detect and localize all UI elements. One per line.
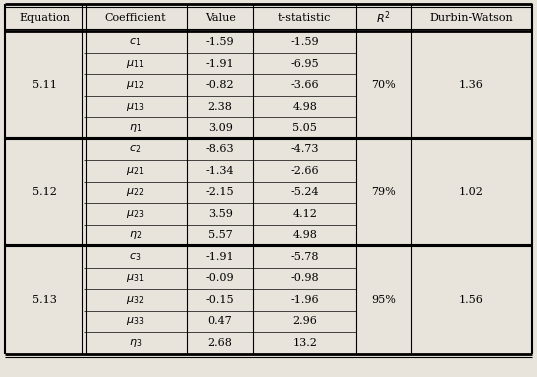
Text: $\mu_{22}$: $\mu_{22}$: [126, 187, 144, 198]
Text: $\eta_2$: $\eta_2$: [129, 230, 142, 241]
Text: 79%: 79%: [371, 187, 396, 198]
Text: 2.96: 2.96: [292, 316, 317, 326]
Text: -2.15: -2.15: [206, 187, 235, 198]
Text: 95%: 95%: [371, 295, 396, 305]
Text: 5.13: 5.13: [32, 295, 57, 305]
Text: $\mu_{32}$: $\mu_{32}$: [126, 294, 144, 306]
Text: $\mu_{31}$: $\mu_{31}$: [126, 273, 144, 284]
Text: -0.98: -0.98: [291, 273, 319, 284]
Text: $\mu_{13}$: $\mu_{13}$: [126, 101, 144, 112]
Text: Durbin-Watson: Durbin-Watson: [429, 12, 513, 23]
Text: 5.12: 5.12: [32, 187, 57, 198]
Text: 70%: 70%: [371, 80, 396, 90]
Text: $c_1$: $c_1$: [129, 36, 142, 48]
Text: $c_3$: $c_3$: [129, 251, 142, 263]
Text: 4.98: 4.98: [292, 230, 317, 241]
Text: $\mu_{23}$: $\mu_{23}$: [126, 208, 144, 220]
Text: t-statistic: t-statistic: [278, 12, 331, 23]
Text: 4.98: 4.98: [292, 101, 317, 112]
Text: 0.47: 0.47: [208, 316, 233, 326]
Text: 1.02: 1.02: [459, 187, 484, 198]
Text: -6.95: -6.95: [291, 58, 319, 69]
Text: $\mu_{21}$: $\mu_{21}$: [126, 165, 144, 177]
Text: -5.24: -5.24: [291, 187, 319, 198]
Text: 4.12: 4.12: [292, 209, 317, 219]
Text: $c_2$: $c_2$: [129, 144, 142, 155]
Text: $\mu_{12}$: $\mu_{12}$: [126, 79, 144, 91]
Text: 1.36: 1.36: [459, 80, 484, 90]
Text: $\mu_{33}$: $\mu_{33}$: [126, 316, 144, 327]
Text: 2.68: 2.68: [208, 338, 233, 348]
Text: -0.15: -0.15: [206, 295, 235, 305]
Text: 5.57: 5.57: [208, 230, 233, 241]
Text: 1.56: 1.56: [459, 295, 484, 305]
Text: -2.66: -2.66: [291, 166, 319, 176]
Text: -3.66: -3.66: [291, 80, 319, 90]
Text: -1.59: -1.59: [206, 37, 235, 47]
Text: -4.73: -4.73: [291, 144, 319, 155]
Text: -1.34: -1.34: [206, 166, 235, 176]
Text: -1.91: -1.91: [206, 58, 235, 69]
Text: -1.91: -1.91: [206, 252, 235, 262]
Text: Value: Value: [205, 12, 236, 23]
Text: $\eta_1$: $\eta_1$: [129, 122, 142, 134]
Text: -8.63: -8.63: [206, 144, 235, 155]
Text: 5.11: 5.11: [32, 80, 57, 90]
Text: -0.09: -0.09: [206, 273, 235, 284]
Text: $R^2$: $R^2$: [376, 9, 391, 26]
Text: -0.82: -0.82: [206, 80, 235, 90]
Text: $\mu_{11}$: $\mu_{11}$: [126, 58, 144, 69]
Text: 3.09: 3.09: [208, 123, 233, 133]
Text: -5.78: -5.78: [291, 252, 319, 262]
Text: -1.59: -1.59: [291, 37, 319, 47]
Text: $\eta_3$: $\eta_3$: [129, 337, 142, 349]
Text: Equation: Equation: [19, 12, 70, 23]
Text: 5.05: 5.05: [292, 123, 317, 133]
Text: 3.59: 3.59: [208, 209, 233, 219]
Text: Coefficient: Coefficient: [105, 12, 166, 23]
Text: -1.96: -1.96: [291, 295, 319, 305]
Text: 13.2: 13.2: [292, 338, 317, 348]
Text: 2.38: 2.38: [208, 101, 233, 112]
